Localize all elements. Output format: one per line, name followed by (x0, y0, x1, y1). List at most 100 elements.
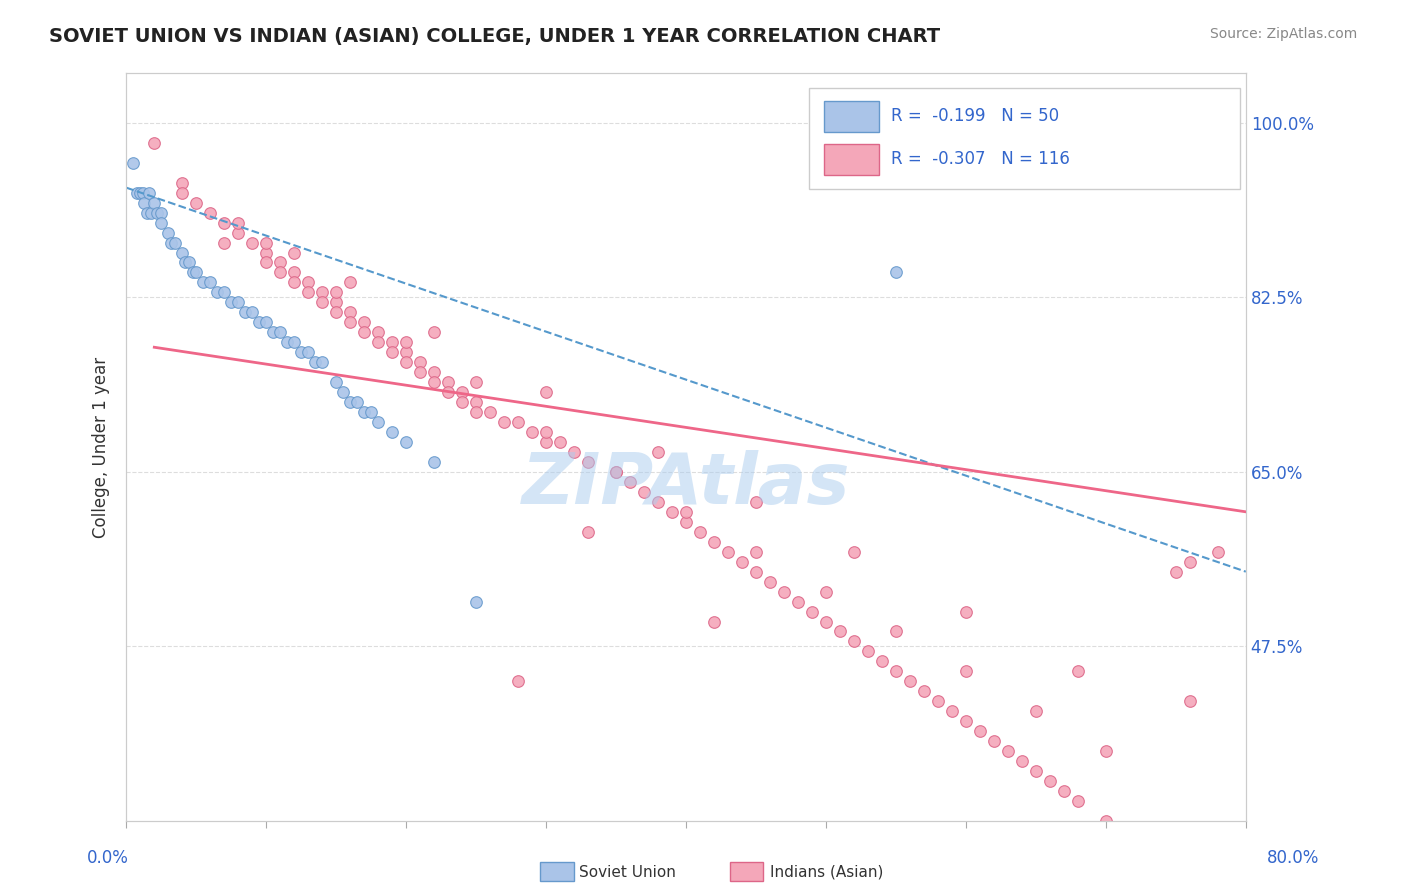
Point (254, 235, 277, 250)
Point (870, 655, 893, 669)
Point (395, 335, 418, 350)
Point (214, 216, 236, 230)
Point (141, 205, 163, 219)
Point (884, 265, 907, 279)
Point (423, 326, 446, 340)
Point (898, 674, 921, 689)
Point (254, 245, 277, 260)
Point (367, 335, 389, 350)
Point (675, 505, 697, 519)
Point (207, 285, 229, 300)
Point (269, 326, 291, 340)
Point (325, 295, 347, 310)
Point (214, 285, 236, 300)
Point (360, 405, 382, 419)
Point (339, 395, 361, 409)
Point (353, 326, 375, 340)
Point (226, 295, 249, 310)
Point (520, 425, 543, 439)
Point (745, 565, 768, 579)
Point (297, 285, 319, 300)
FancyBboxPatch shape (810, 88, 1240, 189)
Point (912, 684, 935, 698)
Point (254, 315, 277, 329)
Text: 80.0%: 80.0% (1267, 849, 1319, 867)
Point (283, 265, 305, 279)
Text: R =  -0.307   N = 116: R = -0.307 N = 116 (891, 150, 1070, 168)
Point (1122, 834, 1144, 848)
Point (717, 545, 740, 559)
Point (240, 235, 263, 250)
Point (226, 216, 249, 230)
Point (1067, 665, 1090, 679)
Point (661, 505, 683, 519)
Point (346, 395, 368, 409)
Point (332, 385, 354, 400)
Point (200, 205, 222, 219)
Point (548, 435, 571, 450)
Point (562, 445, 585, 459)
Point (143, 136, 166, 150)
Point (884, 624, 907, 639)
Point (146, 205, 169, 219)
Point (276, 335, 298, 350)
Point (240, 305, 263, 319)
Text: ZIPAtlas: ZIPAtlas (522, 450, 851, 519)
Point (619, 475, 641, 489)
Point (828, 624, 851, 639)
Point (269, 255, 291, 269)
Point (508, 674, 530, 689)
Point (297, 276, 319, 290)
Point (254, 255, 277, 269)
Point (269, 265, 291, 279)
Text: Indians (Asian): Indians (Asian) (770, 865, 884, 880)
Point (1039, 774, 1062, 789)
Point (1053, 784, 1076, 798)
Point (969, 724, 991, 739)
Point (814, 584, 837, 599)
Point (451, 395, 474, 409)
Point (247, 315, 270, 329)
Point (494, 415, 516, 429)
Point (955, 714, 977, 729)
FancyBboxPatch shape (824, 144, 879, 176)
Point (143, 195, 166, 210)
Point (219, 295, 242, 310)
Point (534, 435, 557, 450)
Point (283, 245, 305, 260)
Point (508, 415, 530, 429)
Point (325, 305, 347, 319)
Point (311, 355, 333, 369)
Point (200, 276, 222, 290)
Point (367, 326, 389, 340)
Text: Soviet Union: Soviet Union (579, 865, 676, 880)
Point (927, 694, 949, 708)
Point (955, 605, 977, 619)
Point (423, 365, 446, 379)
Point (325, 285, 347, 300)
Point (423, 375, 446, 389)
Point (745, 545, 768, 559)
Point (1164, 565, 1187, 579)
Point (1067, 794, 1090, 808)
Text: SOVIET UNION VS INDIAN (ASIAN) COLLEGE, UNDER 1 YEAR CORRELATION CHART: SOVIET UNION VS INDIAN (ASIAN) COLLEGE, … (49, 27, 941, 45)
Point (842, 545, 865, 559)
Point (283, 335, 305, 350)
Point (381, 425, 404, 439)
Point (437, 375, 460, 389)
Point (689, 524, 711, 539)
Point (1206, 545, 1229, 559)
Point (290, 345, 312, 359)
Point (186, 265, 208, 279)
FancyBboxPatch shape (824, 101, 879, 132)
Point (226, 226, 249, 240)
Point (576, 524, 599, 539)
Point (465, 594, 488, 608)
Point (136, 205, 159, 219)
Point (605, 465, 627, 479)
Point (731, 555, 754, 569)
Point (759, 574, 782, 589)
Point (395, 355, 418, 369)
Point (633, 484, 655, 499)
Point (262, 326, 284, 340)
